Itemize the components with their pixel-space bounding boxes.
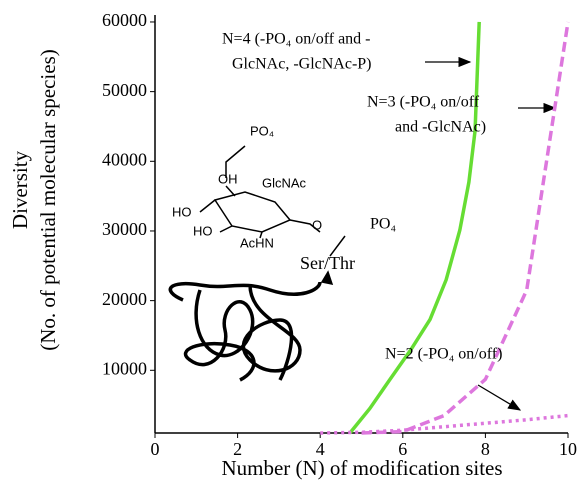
molecule-label: GlcNAc xyxy=(262,175,307,190)
annotation: N=2 (-PO₄ on/off) xyxy=(385,346,502,363)
x-axis-label: Number (N) of modification sites xyxy=(221,456,502,480)
x-tick-label: 8 xyxy=(481,439,490,459)
y-tick-label: 60000 xyxy=(102,10,147,30)
y-tick-label: 20000 xyxy=(102,289,147,309)
molecule-label: Ser/Thr xyxy=(300,253,355,273)
y-axis-label: (No. of potential molecular species) xyxy=(36,49,60,350)
x-tick-label: 6 xyxy=(398,439,407,459)
annotation: GlcNAc, -GlcNAc-P) xyxy=(232,56,372,73)
y-tick-label: 40000 xyxy=(102,149,147,169)
annotation: and -GlcNAc) xyxy=(395,119,486,136)
annotation: N=4 (-PO₄ on/off and - xyxy=(222,31,371,48)
molecule-label: HO xyxy=(172,204,192,219)
x-tick-label: 10 xyxy=(559,439,577,459)
x-tick-label: 0 xyxy=(151,439,160,459)
x-tick-label: 2 xyxy=(233,439,242,459)
annotation: N=3 (-PO₄ on/off xyxy=(367,94,480,111)
y-tick-label: 30000 xyxy=(102,219,147,239)
molecule-label: OH xyxy=(218,171,238,186)
molecule-label: AcHN xyxy=(240,235,274,250)
y-tick-label: 50000 xyxy=(102,80,147,100)
x-tick-label: 4 xyxy=(316,439,325,459)
y-axis-label: Diversity xyxy=(8,150,32,229)
molecule-label: PO₄ xyxy=(370,216,396,233)
molecule-label: PO₄ xyxy=(250,123,274,138)
arrow xyxy=(477,384,522,411)
y-tick-label: 10000 xyxy=(102,358,147,378)
molecule-label: HO xyxy=(193,223,213,238)
molecule-label: O xyxy=(312,217,322,232)
molecule-drawing xyxy=(168,145,346,382)
line-series xyxy=(348,21,481,435)
line-series xyxy=(361,21,570,435)
